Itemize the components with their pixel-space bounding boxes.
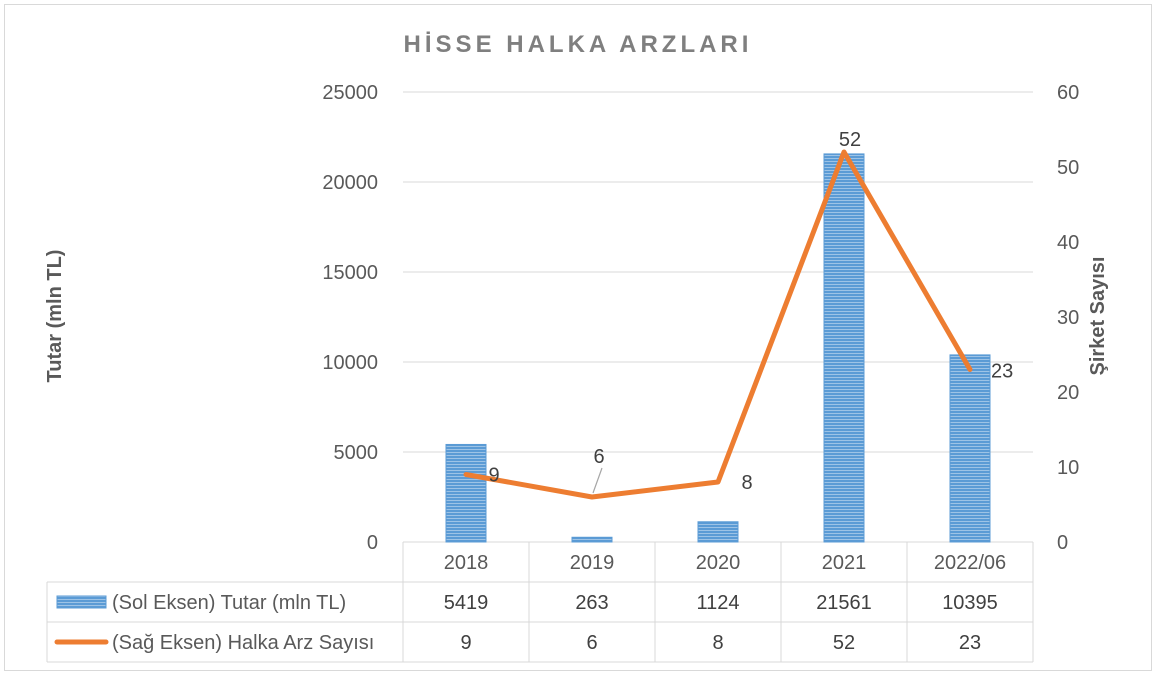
table-cell-value: 8 (712, 632, 723, 654)
y-left-tick-label: 25000 (322, 82, 378, 104)
data-label-leader (592, 467, 603, 494)
line-data-label: 52 (839, 129, 861, 151)
line-data-label: 23 (991, 361, 1013, 383)
y-left-tick-label: 5000 (334, 442, 379, 464)
line-data-label: 9 (488, 465, 499, 487)
table-cell-value: 52 (833, 632, 855, 654)
legend-bar-key (56, 595, 107, 609)
y-right-tick-label: 50 (1057, 157, 1079, 179)
bar (697, 521, 739, 543)
y-right-tick-label: 0 (1057, 532, 1068, 554)
table-cell-value: 9 (460, 632, 471, 654)
chart-title: HİSSE HALKA ARZLARI (404, 31, 753, 58)
x-category-label: 2020 (696, 552, 741, 574)
grid-lines (403, 91, 1033, 543)
chart-frame (4, 4, 1152, 671)
y-left-tick-label: 10000 (322, 352, 378, 374)
table-cell-value: 5419 (444, 592, 489, 614)
y-right-tick-label: 20 (1057, 382, 1079, 404)
x-category-label: 2018 (444, 552, 489, 574)
x-category-label: 2019 (570, 552, 615, 574)
bar (571, 536, 613, 543)
x-category-label: 2021 (822, 552, 867, 574)
table-cell-value: 263 (575, 592, 608, 614)
table-cell-value: 6 (586, 632, 597, 654)
y-right-tick-label: 10 (1057, 457, 1079, 479)
y-right-tick-label: 40 (1057, 232, 1079, 254)
y-left-tick-label: 20000 (322, 172, 378, 194)
table-cell-value: 1124 (696, 592, 739, 614)
y-right-tick-label: 60 (1057, 82, 1079, 104)
y-axis-left-label: Tutar (mln TL) (44, 250, 66, 383)
y-axis-left-ticks: 0 5000 10000 15000 20000 25000 (322, 82, 378, 554)
table-cell-value: 23 (959, 632, 981, 654)
line-data-label: 8 (741, 472, 752, 494)
table-cell-value: 21561 (816, 592, 872, 614)
bar-series (445, 153, 991, 543)
table-cell-value: 10395 (942, 592, 998, 614)
bar (445, 443, 487, 543)
y-left-tick-label: 0 (367, 532, 378, 554)
legend-label-line: (Sağ Eksen) Halka Arz Sayısı (112, 632, 374, 654)
y-right-tick-label: 30 (1057, 307, 1079, 329)
bar (949, 354, 991, 543)
line-data-labels: 9 6 8 52 23 (488, 129, 1013, 494)
legend-label-bar: (Sol Eksen) Tutar (mln TL) (112, 592, 346, 614)
data-table: 2018 2019 2020 2021 2022/06 5419 263 1124 21561 1… (46, 542, 1034, 663)
x-category-label: 2022/06 (934, 552, 1006, 574)
y-axis-right-ticks: 0 10 20 30 40 50 60 (1057, 82, 1079, 554)
bar (823, 153, 865, 543)
line-path (463, 149, 973, 500)
line-series (463, 149, 973, 500)
y-axis-right-label: Şirket Sayısı (1087, 257, 1109, 376)
y-left-tick-label: 15000 (322, 262, 378, 284)
line-data-label: 6 (593, 446, 604, 468)
